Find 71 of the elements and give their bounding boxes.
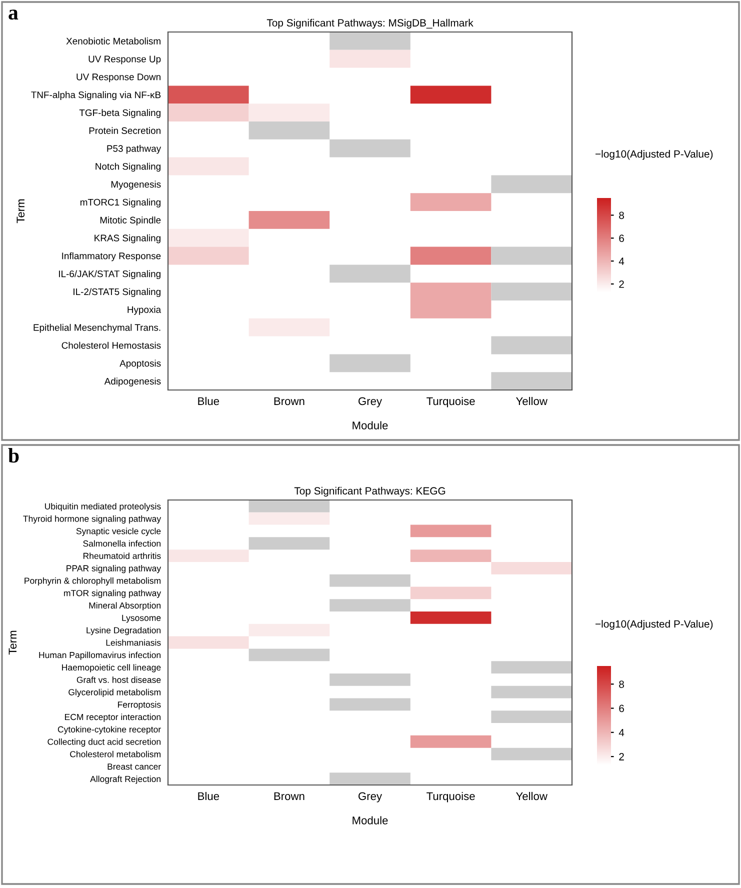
y-tick-label: Synaptic vesicle cycle bbox=[76, 528, 161, 536]
y-tick-label: Thyroid hormone signaling pathway bbox=[23, 515, 162, 524]
y-tick-label: TNF-alpha Signaling via NF-κB bbox=[31, 91, 161, 100]
y-axis-title: Term bbox=[8, 630, 17, 655]
x-tick-label: Turquoise bbox=[426, 792, 475, 802]
y-tick-label: IL-2/STAT5 Signaling bbox=[74, 288, 160, 297]
x-tick-label: Brown bbox=[274, 792, 304, 800]
y-tick-label: Rheumatoid arthritis bbox=[83, 552, 161, 560]
chart-title: Top Significant Pathways: KEGG bbox=[294, 486, 446, 497]
y-tick-label: Protein Secretion bbox=[89, 127, 160, 134]
x-tick-label: Yellow bbox=[516, 792, 548, 800]
y-tick-label: Human Papillomavirus infection bbox=[39, 652, 160, 660]
y-tick-label: Adipogenesis bbox=[104, 378, 161, 386]
y-tick-label: Cholesterol metabolism bbox=[70, 750, 160, 758]
y-tick-label: PPAR signaling pathway bbox=[66, 564, 162, 574]
chart-title: Top Significant Pathways: MSigDB_Hallmark bbox=[266, 18, 474, 29]
y-tick-label: UV Response Down bbox=[76, 74, 160, 82]
color-bar-label: 6 bbox=[619, 704, 624, 712]
y-tick-label: Haemopoietic cell lineage bbox=[62, 664, 161, 672]
x-tick-label: Yellow bbox=[516, 396, 548, 406]
x-tick-label: Grey bbox=[358, 397, 382, 408]
y-tick-label: Cholesterol Hemostasis bbox=[62, 342, 161, 349]
y-tick-label: Myogenesis bbox=[111, 180, 161, 190]
y-tick-label: Xenobiotic Metabolism bbox=[66, 38, 160, 44]
color-bar-title: −log10(Adjusted P-Value) bbox=[596, 150, 713, 160]
color-bar-label: 8 bbox=[619, 212, 624, 220]
y-tick-label: IL-6/JAK/STAT Signaling bbox=[59, 270, 160, 280]
y-tick-label: Graft vs. host disease bbox=[76, 676, 161, 683]
x-axis-title: Module bbox=[352, 816, 388, 824]
y-tick-label: Mineral Absorption bbox=[89, 602, 160, 610]
y-axis-title: Term bbox=[16, 199, 25, 224]
y-tick-label: ECM receptor interaction bbox=[65, 714, 160, 722]
x-tick-label: Grey bbox=[358, 792, 382, 802]
y-tick-label: UV Response Up bbox=[88, 56, 161, 64]
y-tick-label: Lysine Degradation bbox=[86, 626, 160, 636]
x-tick-label: Blue bbox=[198, 792, 220, 800]
y-tick-label: Inflammatory Response bbox=[62, 252, 161, 262]
text: a bbox=[8, 10, 18, 20]
y-tick-label: Lysosome bbox=[122, 614, 161, 623]
y-tick-label: Breast cancer bbox=[108, 764, 161, 770]
y-tick-label: Collecting duct acid secretion bbox=[48, 738, 160, 747]
text: b bbox=[8, 448, 19, 463]
color-bar-label: 8 bbox=[619, 680, 624, 688]
x-axis-title: Module bbox=[352, 421, 388, 430]
y-tick-label: Ferroptosis bbox=[118, 701, 161, 710]
y-tick-label: Ubiquitin mediated proteolysis bbox=[45, 503, 161, 512]
y-tick-label: P53 pathway bbox=[107, 144, 162, 154]
y-tick-label: mTORC1 Signaling bbox=[80, 198, 160, 208]
y-tick-label: mTOR signaling pathway bbox=[64, 590, 162, 598]
y-tick-label: KRAS Signaling bbox=[94, 234, 160, 244]
y-tick-label: Salmonella infection bbox=[83, 540, 160, 547]
y-tick-label: Porphyrin & chlorophyll metabolism bbox=[24, 577, 160, 586]
color-bar-label: 4 bbox=[618, 258, 624, 265]
x-tick-label: Brown bbox=[274, 397, 304, 406]
y-tick-label: Notch Signaling bbox=[96, 162, 160, 172]
x-tick-label: Turquoise bbox=[426, 396, 475, 408]
color-bar-label: 4 bbox=[618, 729, 624, 736]
color-bar-label: 2 bbox=[619, 280, 624, 288]
color-bar-label: 2 bbox=[619, 753, 624, 760]
y-tick-label: Epithelial Mesenchymal Trans. bbox=[34, 324, 160, 333]
x-tick-label: Blue bbox=[198, 396, 220, 406]
color-bar-title: −log10(Adjusted P-Value) bbox=[596, 620, 713, 630]
y-tick-label: Cytokine-cytokine receptor bbox=[58, 726, 161, 734]
y-tick-label: Glycerolipid metabolism bbox=[68, 688, 160, 698]
color-bar-label: 6 bbox=[619, 234, 624, 242]
y-tick-label: Leishmaniasis bbox=[106, 639, 161, 646]
y-tick-label: Allograft Rejection bbox=[90, 776, 160, 784]
y-tick-label: Hypoxia bbox=[128, 306, 162, 315]
y-tick-label: TGF-beta Signaling bbox=[79, 109, 160, 118]
y-tick-label: Apoptosis bbox=[120, 360, 161, 369]
y-tick-label: Mitotic Spindle bbox=[100, 216, 161, 226]
